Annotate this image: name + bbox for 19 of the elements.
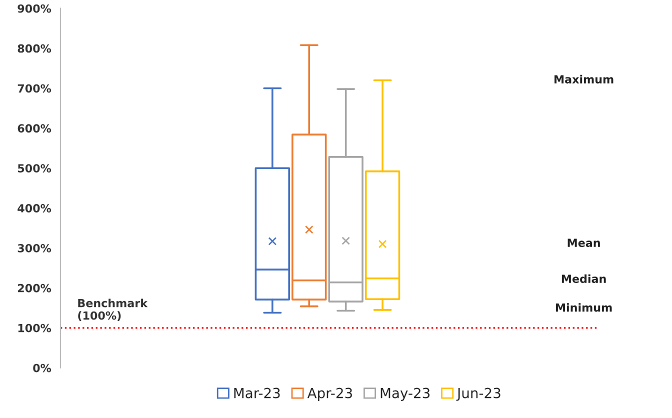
y-tick-label: 0% [33,364,52,372]
legend-label: Apr-23 [307,388,352,401]
y-tick-label: 400% [18,204,52,212]
annotation: Mean [568,238,600,248]
y-tick-label: 600% [18,124,52,133]
y-tick-label: 500% [18,164,52,173]
y-tick-label: 200% [18,284,52,292]
y-tick-label: 900% [18,4,52,13]
annotation: Minimum [556,303,612,312]
y-tick-label: 700% [18,84,52,93]
annotation: Median [562,274,606,283]
annotation: Maximum [554,74,614,84]
legend-label: Jun-23 [456,388,500,401]
legend-label: Mar-23 [234,388,280,398]
y-tick-label: 100% [18,324,52,332]
y-tick-label: 800% [18,44,52,53]
y-tick-label: 300% [18,244,52,252]
legend-label: May-23 [380,388,430,401]
ref-line-label: Benchmark (100%) [78,298,148,322]
